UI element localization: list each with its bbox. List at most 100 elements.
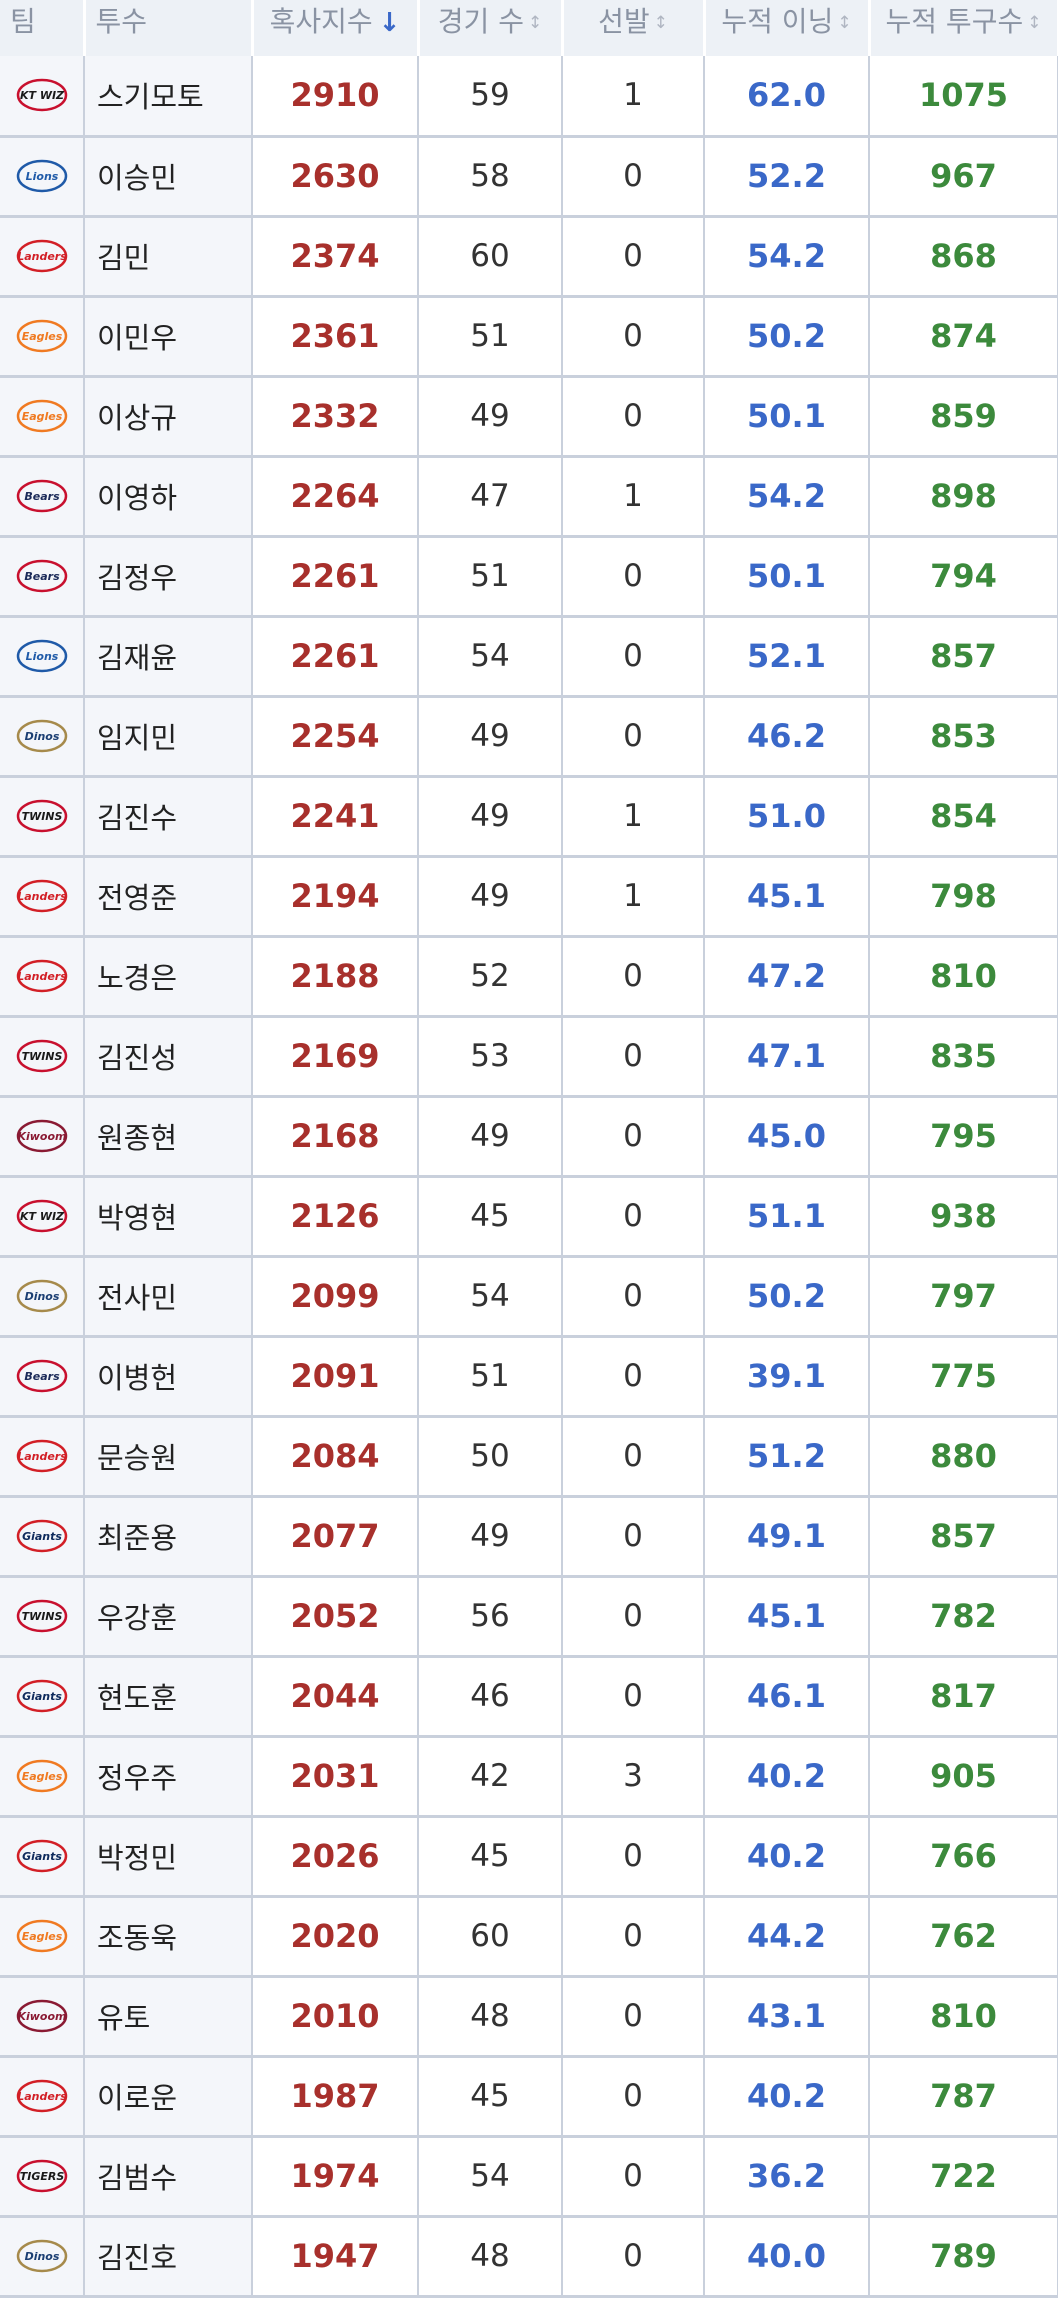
table-row-24[interactable]: Eagles 조동욱 2020 60 0 44.2 762: [0, 1896, 1058, 1978]
pitcher-name[interactable]: 유토: [84, 1976, 253, 2058]
svg-text:Landers: Landers: [17, 1450, 67, 1463]
landers-logo-icon: Landers: [16, 239, 67, 273]
games-played: 49: [418, 1096, 563, 1178]
pitcher-name[interactable]: 문승원: [84, 1416, 253, 1498]
pitcher-name[interactable]: 김민: [84, 216, 253, 298]
games-played: 51: [418, 1336, 563, 1418]
fatigue-index: 2910: [252, 56, 419, 138]
pitcher-name[interactable]: 이상규: [84, 376, 253, 458]
pitcher-name[interactable]: 김진성: [84, 1016, 253, 1098]
header-innings[interactable]: 누적 이닝 ↕: [704, 0, 871, 56]
sort-unsorted-icon[interactable]: ↕: [1027, 13, 1042, 33]
pitcher-name[interactable]: 조동욱: [84, 1896, 253, 1978]
header-pitches[interactable]: 누적 투구수 ↕: [869, 0, 1058, 56]
svg-text:Giants: Giants: [22, 1690, 62, 1703]
pitcher-name[interactable]: 전사민: [84, 1256, 253, 1338]
table-row-16[interactable]: Dinos 전사민 2099 54 0 50.2 797: [0, 1256, 1058, 1338]
fatigue-index: 2169: [252, 1016, 419, 1098]
sort-unsorted-icon[interactable]: ↕: [527, 13, 543, 33]
table-row-7[interactable]: Bears 김정우 2261 51 0 50.1 794: [0, 536, 1058, 618]
pitcher-name[interactable]: 원종현: [84, 1096, 253, 1178]
pitcher-name[interactable]: 김진호: [84, 2216, 253, 2298]
table-row-26[interactable]: Landers 이로운 1987 45 0 40.2 787: [0, 2056, 1058, 2138]
pitcher-name[interactable]: 박영현: [84, 1176, 253, 1258]
team-cell: Giants: [0, 1656, 85, 1738]
fatigue-index: 2261: [252, 536, 419, 618]
header-fatigue-label: 혹사지수: [269, 5, 373, 38]
table-row-21[interactable]: Giants 현도훈 2044 46 0 46.1 817: [0, 1656, 1058, 1738]
pitcher-name[interactable]: 이병헌: [84, 1336, 253, 1418]
pitcher-name[interactable]: 현도훈: [84, 1656, 253, 1738]
table-row-1[interactable]: KT WIZ 스기모토 2910 59 1 62.0 1075: [0, 56, 1058, 138]
sort-descending-icon[interactable]: ↓: [378, 8, 401, 38]
total-pitches: 794: [869, 536, 1058, 618]
pitcher-name[interactable]: 이승민: [84, 136, 253, 218]
total-innings: 51.0: [704, 776, 870, 858]
table-row-18[interactable]: Landers 문승원 2084 50 0 51.2 880: [0, 1416, 1058, 1498]
pitcher-name[interactable]: 이영하: [84, 456, 253, 538]
dinos-logo-icon: Dinos: [16, 1279, 67, 1313]
sort-unsorted-icon[interactable]: ↕: [653, 13, 668, 33]
landers-logo-icon: Landers: [16, 959, 67, 993]
pitcher-name[interactable]: 이민우: [84, 296, 253, 378]
total-innings: 45.1: [704, 856, 870, 938]
table-row-3[interactable]: Landers 김민 2374 60 0 54.2 868: [0, 216, 1058, 298]
landers-logo-icon: Landers: [16, 2079, 67, 2113]
table-row-27[interactable]: TIGERS 김범수 1974 54 0 36.2 722: [0, 2136, 1058, 2218]
total-innings: 47.1: [704, 1016, 870, 1098]
pitcher-name[interactable]: 김진수: [84, 776, 253, 858]
table-row-6[interactable]: Bears 이영하 2264 47 1 54.2 898: [0, 456, 1058, 538]
pitcher-name[interactable]: 김범수: [84, 2136, 253, 2218]
table-row-8[interactable]: Lions 김재윤 2261 54 0 52.1 857: [0, 616, 1058, 698]
total-pitches: 853: [869, 696, 1058, 778]
table-row-25[interactable]: Kiwoom 유토 2010 48 0 43.1 810: [0, 1976, 1058, 2058]
giants-logo-icon: Giants: [16, 1679, 67, 1713]
pitcher-name[interactable]: 노경은: [84, 936, 253, 1018]
total-innings: 49.1: [704, 1496, 870, 1578]
table-row-23[interactable]: Giants 박정민 2026 45 0 40.2 766: [0, 1816, 1058, 1898]
pitcher-name[interactable]: 우강훈: [84, 1576, 253, 1658]
games-started: 0: [562, 616, 705, 698]
pitcher-name[interactable]: 박정민: [84, 1816, 253, 1898]
total-pitches: 722: [869, 2136, 1058, 2218]
header-games[interactable]: 경기 수 ↕: [418, 0, 564, 56]
total-pitches: 880: [869, 1416, 1058, 1498]
pitcher-name[interactable]: 임지민: [84, 696, 253, 778]
table-row-12[interactable]: Landers 노경은 2188 52 0 47.2 810: [0, 936, 1058, 1018]
pitcher-name[interactable]: 정우주: [84, 1736, 253, 1818]
table-row-15[interactable]: KT WIZ 박영현 2126 45 0 51.1 938: [0, 1176, 1058, 1258]
games-started: 0: [562, 1656, 705, 1738]
pitcher-name[interactable]: 전영준: [84, 856, 253, 938]
pitcher-name[interactable]: 이로운: [84, 2056, 253, 2138]
total-innings: 52.1: [704, 616, 870, 698]
table-row-10[interactable]: TWINS 김진수 2241 49 1 51.0 854: [0, 776, 1058, 858]
table-row-20[interactable]: TWINS 우강훈 2052 56 0 45.1 782: [0, 1576, 1058, 1658]
svg-text:Dinos: Dinos: [24, 2250, 59, 2263]
pitcher-name[interactable]: 김정우: [84, 536, 253, 618]
header-fatigue[interactable]: 혹사지수 ↓: [252, 0, 420, 56]
table-row-17[interactable]: Bears 이병헌 2091 51 0 39.1 775: [0, 1336, 1058, 1418]
pitcher-name[interactable]: 최준용: [84, 1496, 253, 1578]
header-team: 팀: [0, 0, 86, 56]
table-row-9[interactable]: Dinos 임지민 2254 49 0 46.2 853: [0, 696, 1058, 778]
pitcher-name[interactable]: 김재윤: [84, 616, 253, 698]
svg-text:Dinos: Dinos: [24, 730, 59, 743]
games-started: 1: [562, 56, 705, 138]
fatigue-index: 2052: [252, 1576, 419, 1658]
table-row-19[interactable]: Giants 최준용 2077 49 0 49.1 857: [0, 1496, 1058, 1578]
header-starts[interactable]: 선발 ↕: [562, 0, 706, 56]
team-cell: Landers: [0, 856, 85, 938]
table-row-11[interactable]: Landers 전영준 2194 49 1 45.1 798: [0, 856, 1058, 938]
table-row-13[interactable]: TWINS 김진성 2169 53 0 47.1 835: [0, 1016, 1058, 1098]
team-cell: Giants: [0, 1496, 85, 1578]
table-row-28[interactable]: Dinos 김진호 1947 48 0 40.0 789: [0, 2216, 1058, 2298]
table-row-14[interactable]: Kiwoom 원종현 2168 49 0 45.0 795: [0, 1096, 1058, 1178]
table-row-2[interactable]: Lions 이승민 2630 58 0 52.2 967: [0, 136, 1058, 218]
fatigue-index: 2126: [252, 1176, 419, 1258]
games-started: 0: [562, 136, 705, 218]
table-row-4[interactable]: Eagles 이민우 2361 51 0 50.2 874: [0, 296, 1058, 378]
table-row-22[interactable]: Eagles 정우주 2031 42 3 40.2 905: [0, 1736, 1058, 1818]
pitcher-name[interactable]: 스기모토: [84, 56, 253, 138]
sort-unsorted-icon[interactable]: ↕: [837, 13, 852, 33]
table-row-5[interactable]: Eagles 이상규 2332 49 0 50.1 859: [0, 376, 1058, 458]
